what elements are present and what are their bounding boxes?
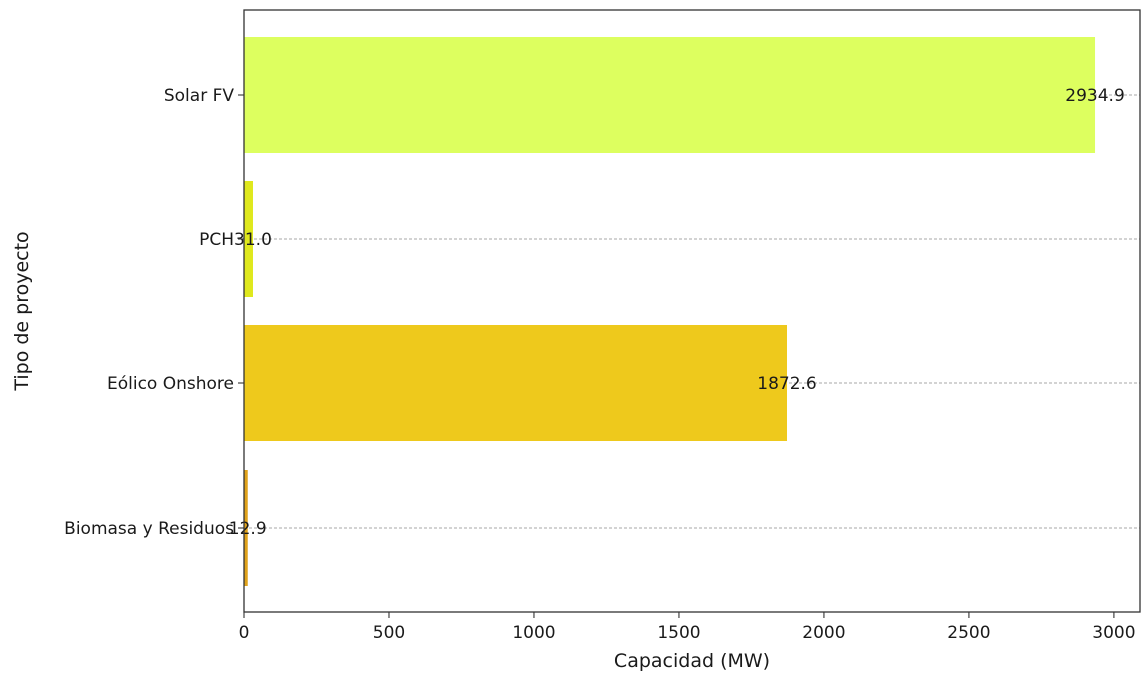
- x-tick-label-2000: 2000: [802, 623, 845, 643]
- x-tick-label-500: 500: [373, 623, 405, 643]
- y-axis-ticks: Solar FV PCH Eólico Onshore Biomasa y Resid…: [64, 86, 244, 539]
- y-tick-label-eolico-onshore: Eólico Onshore: [107, 374, 234, 394]
- bar-pch: [244, 181, 253, 297]
- y-tick-label-pch: PCH: [199, 230, 234, 250]
- y-tick-label-biomasa-y-residuos: Biomasa y Residuos: [64, 519, 234, 539]
- value-label-pch: 31.0: [234, 230, 272, 250]
- grid-lines: [244, 94, 1140, 529]
- value-label-biomasa-y-residuos: 12.9: [229, 519, 267, 539]
- data-labels: 2934.9 31.0 1872.6 12.9: [229, 86, 1125, 539]
- bar-biomasa-y-residuos: [244, 470, 248, 586]
- y-tick-label-solar-fv: Solar FV: [164, 86, 235, 106]
- value-label-solar-fv: 2934.9: [1065, 86, 1124, 106]
- bars: [244, 37, 1096, 586]
- x-tick-label-0: 0: [239, 623, 250, 643]
- value-label-eolico-onshore: 1872.6: [757, 374, 816, 394]
- x-tick-label-2500: 2500: [947, 623, 990, 643]
- plot-frame: [243, 9, 1141, 613]
- x-axis-ticks: 0 500 1000 1500 2000 2500 3000: [239, 612, 1136, 643]
- x-tick-label-1500: 1500: [657, 623, 700, 643]
- bar-solar-fv: [244, 37, 1096, 153]
- x-tick-label-1000: 1000: [512, 623, 555, 643]
- y-axis-title: Tipo de proyecto: [11, 231, 33, 391]
- bar-eolico-onshore: [244, 325, 787, 441]
- x-axis-title: Capacidad (MW): [614, 650, 770, 672]
- x-tick-label-3000: 3000: [1092, 623, 1135, 643]
